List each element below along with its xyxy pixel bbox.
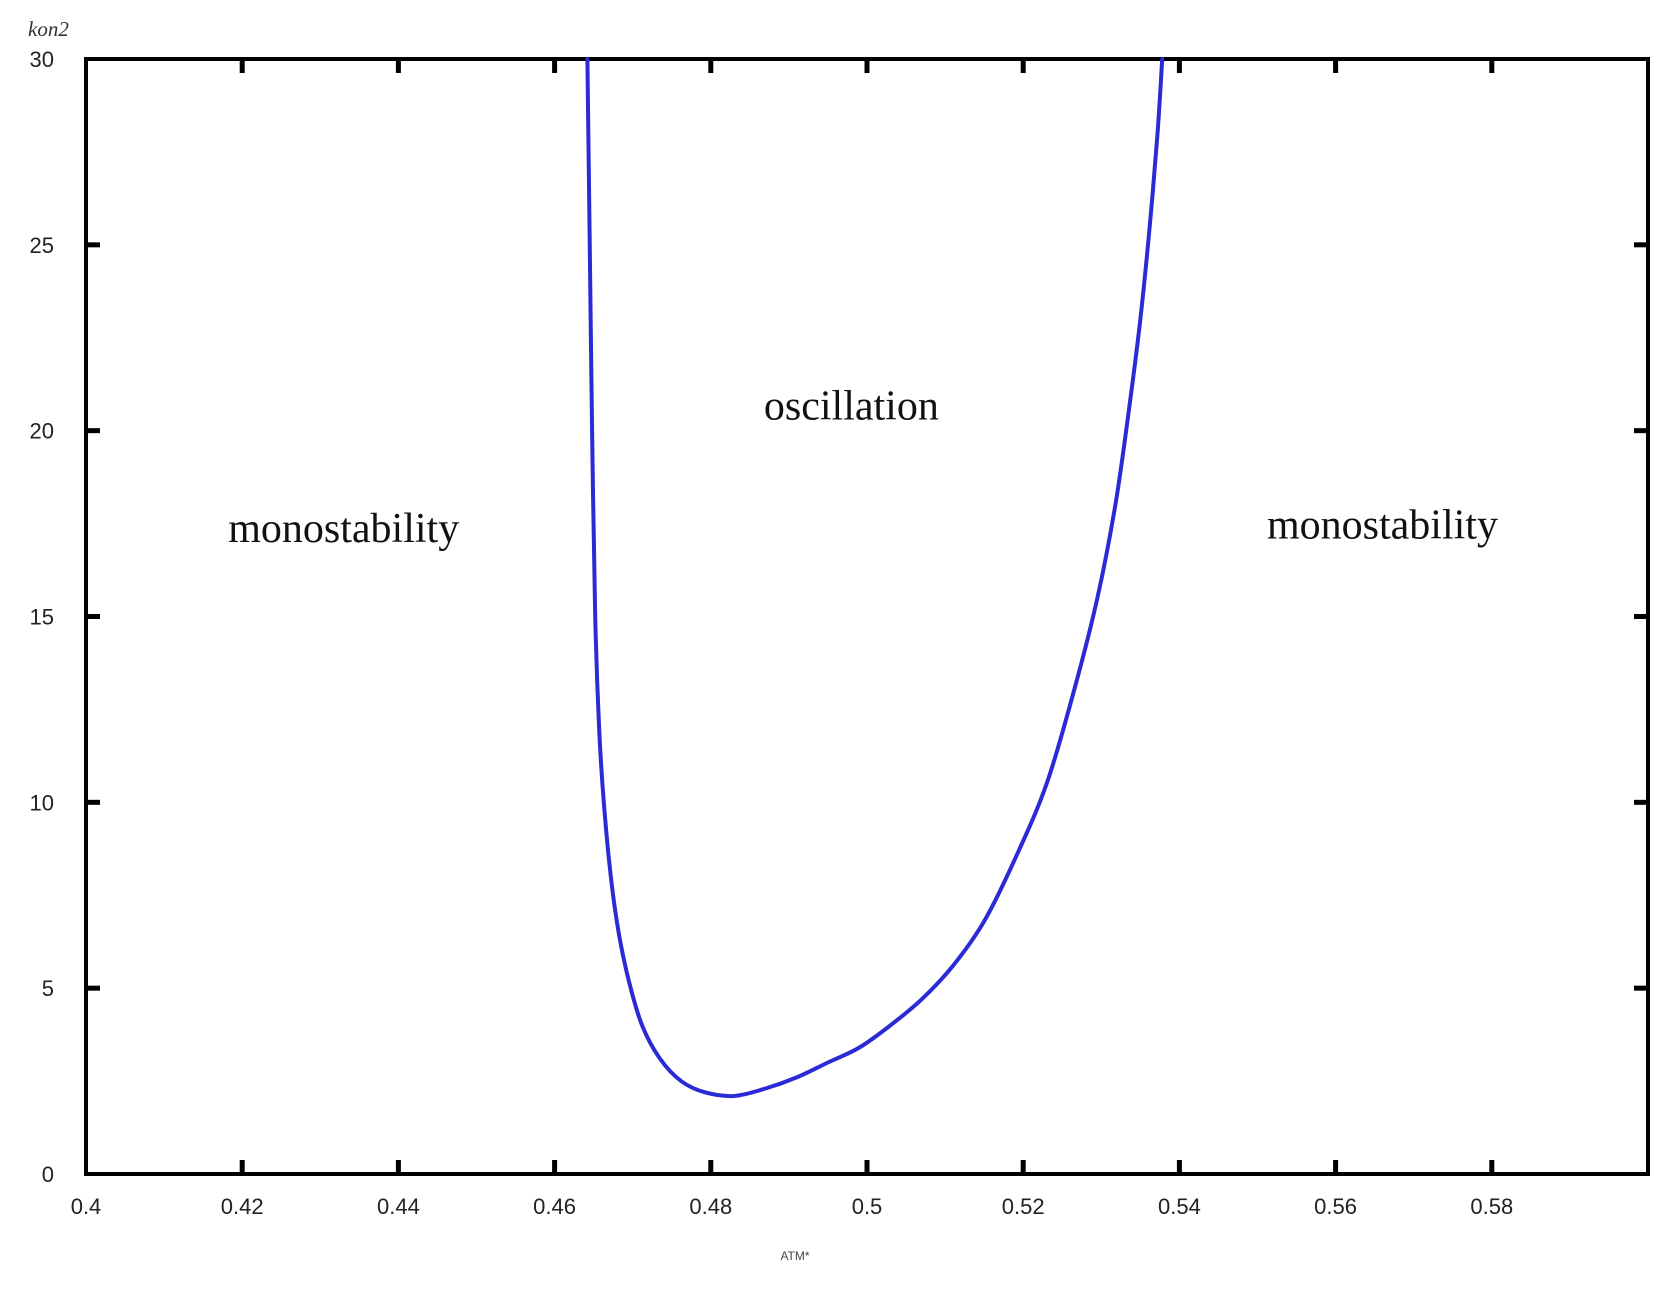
y-tick-label: 15 [30, 605, 54, 630]
series-line [585, 57, 1165, 1099]
x-tick-label: 0.42 [221, 1194, 264, 1219]
curve-layer [585, 57, 1165, 1099]
y-tick-label: 5 [42, 976, 54, 1001]
y-axis-label: kon2 [28, 17, 69, 41]
x-tick-label: 0.46 [533, 1194, 576, 1219]
labels-layer: 0.4 0.42 0.44 0.46 0.48 0.5 0.52 0.54 0.56 0.58 0 5… [28, 17, 1513, 1263]
region-annotation: monostability [228, 506, 459, 552]
y-tick-label: 10 [30, 790, 54, 815]
y-tick-label: 20 [30, 419, 54, 444]
x-tick-label: 0.52 [1002, 1194, 1045, 1219]
plot-area [84, 57, 1650, 1176]
x-tick-label: 0.56 [1314, 1194, 1357, 1219]
x-tick-label: 0.54 [1158, 1194, 1201, 1219]
region-annotation: oscillation [764, 384, 939, 430]
x-tick-label: 0.44 [377, 1194, 420, 1219]
y-tick-label: 25 [30, 233, 54, 258]
y-tick-label: 30 [30, 47, 54, 72]
y-tick-label: 0 [42, 1162, 54, 1187]
x-tick-label: 0.5 [852, 1194, 883, 1219]
plot-frame [84, 57, 1650, 1176]
ticks-layer [86, 59, 1648, 1174]
x-tick-label: 0.48 [689, 1194, 732, 1219]
region-annotation: monostability [1267, 502, 1498, 548]
x-tick-label: 0.4 [71, 1194, 102, 1219]
x-tick-label: 0.58 [1470, 1194, 1513, 1219]
x-axis-label: ATM* [780, 1249, 809, 1263]
